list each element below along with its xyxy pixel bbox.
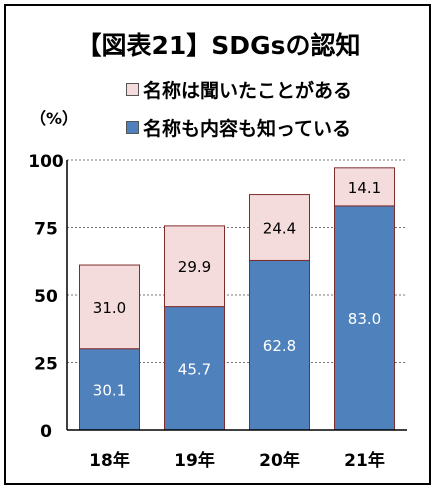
y-tick-label-25: 25: [34, 355, 58, 375]
bar-20年-series1: [249, 194, 310, 261]
y-tick-label-100: 100: [28, 152, 64, 172]
legend-label-know-name-and-content: 名称も内容も知っている: [143, 118, 352, 140]
x-tick-label-19年: 19年: [174, 450, 215, 471]
legend-item-know-name-and-content: 名称も内容も知っている: [126, 114, 351, 141]
data-label-18年-series1: 31.0: [93, 299, 126, 317]
x-tick-label-18年: 18年: [89, 450, 130, 471]
x-tick-label-21年: 21年: [344, 450, 385, 471]
data-label-19年-series1: 29.9: [178, 258, 211, 276]
y-tick-label-75: 75: [34, 220, 58, 240]
y-axis-unit-label: （%）: [30, 109, 79, 128]
legend-label-heard-of-name: 名称は聞いたことがある: [143, 80, 353, 102]
bar-18年-series1: [79, 264, 140, 350]
data-label-20年-series0: 62.8: [263, 337, 296, 355]
y-tick-label-0: 0: [40, 422, 52, 442]
data-label-20年-series1: 24.4: [263, 220, 296, 238]
bar-21年-series0: [334, 205, 395, 431]
y-tick-label-50: 50: [34, 287, 58, 307]
data-label-19年-series0: 45.7: [178, 360, 211, 378]
bar-20年-series0: [249, 259, 310, 431]
legend-swatch-heard-of-name: [126, 83, 139, 96]
data-label-18年-series0: 30.1: [93, 381, 126, 399]
legend-swatch-know-name-and-content: [126, 121, 139, 134]
bar-21年-series1: [334, 167, 395, 207]
data-label-21年-series1: 14.1: [348, 179, 381, 197]
chart-title: 【図表21】SDGsの認知: [76, 31, 361, 60]
bar-19年-series1: [164, 225, 225, 308]
x-tick-label-20年: 20年: [259, 450, 300, 471]
legend-item-heard-of-name: 名称は聞いたことがある: [126, 76, 352, 103]
bar-18年-series0: [79, 348, 140, 431]
data-label-21年-series0: 83.0: [348, 310, 381, 328]
